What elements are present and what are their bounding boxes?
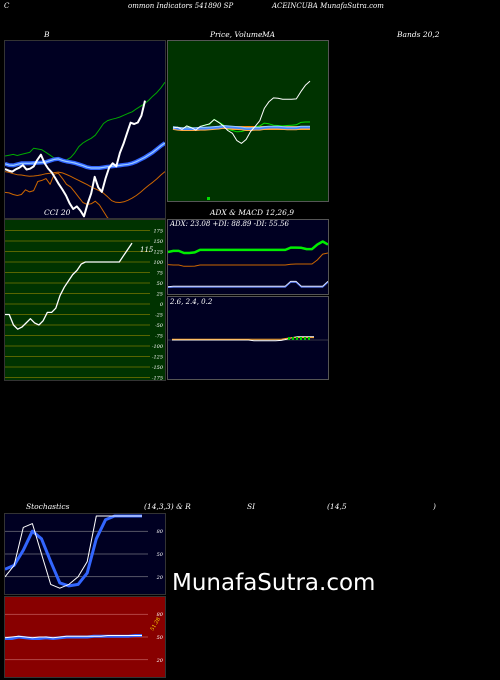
price-title: Price, Volume (210, 30, 263, 39)
lower-band-tail (5, 172, 109, 218)
cci-tick-label: 75 (157, 271, 163, 277)
rsi-line-blue (5, 634, 142, 640)
rsi-tick-label: 50 (157, 635, 164, 641)
rsi-line (5, 635, 142, 639)
cci-tick-label: -150 (152, 365, 164, 371)
rsi-value-label: 51.28 (150, 617, 162, 632)
stoch-tick-label: 50 (157, 552, 164, 558)
ma-line-blue (172, 125, 310, 131)
cci-tick-label: 150 (153, 239, 163, 245)
plus-di-line (168, 240, 328, 255)
header-title: ommon Indicators 541890 SP (128, 2, 234, 10)
cci-title: CCI 20 (44, 208, 71, 217)
cci-tick-label: -100 (152, 344, 164, 350)
cci-value-label: 115 (140, 246, 154, 254)
macd-histogram-bar (304, 337, 306, 340)
stoch-k-line (5, 515, 142, 589)
stoch-tick-label: 80 (157, 529, 164, 535)
cci-tick-label: -75 (155, 334, 163, 340)
volume-bar (207, 197, 210, 200)
watermark: MunafaSutra.com (172, 570, 376, 596)
rsi-close: ) (433, 502, 436, 511)
ma-line-lightblue (172, 125, 310, 129)
adx-readout: ADX: 23.08 +DI: 88.89 -DI: 55.56 (170, 220, 289, 228)
stoch-panel: 80 50 20 (4, 513, 166, 595)
rsi-tick-label: 20 (156, 658, 164, 664)
price-line (5, 100, 146, 218)
stoch-tick-label: 20 (156, 575, 164, 581)
lower-band-line (5, 171, 165, 203)
rsi-tick-label: 80 (157, 612, 164, 618)
macd-histogram-bar (308, 337, 310, 340)
cci-tick-label: -175 (152, 376, 163, 381)
header-site: ACEINCUBA MunafaSutra.com (272, 2, 384, 10)
minus-di-line (168, 252, 328, 267)
adx-panel (167, 219, 329, 295)
stoch-title: Stochastics (26, 502, 70, 511)
bands-title: Bands 20,2 (397, 30, 440, 39)
cci-tick-label: 175 (153, 229, 163, 235)
macd-panel (167, 296, 329, 380)
price-line (172, 80, 311, 144)
rsi-title: SI (247, 502, 256, 511)
upper-band-line (5, 81, 165, 162)
adx-line (168, 280, 328, 288)
cci-tick-label: 50 (157, 281, 164, 287)
macd-histogram-bar (300, 337, 302, 340)
middle-band-line (5, 141, 165, 170)
macd-histogram-bar (292, 337, 294, 340)
macd-histogram-bar (296, 337, 298, 340)
cci-tick-label: 25 (156, 292, 163, 298)
header-left: C (4, 2, 10, 10)
bb-title: B (44, 30, 50, 39)
cci-panel: 175 150 125 100 75 50 25 0 -25 -50 -75 -100 -125 -150… (4, 219, 166, 381)
cci-tick-label: -25 (155, 313, 163, 319)
adx-line-blue (168, 281, 328, 288)
signal-line (172, 337, 314, 340)
macd-readout: 2.6, 2.4, 0.2 (170, 298, 213, 306)
cci-tick-label: 0 (160, 302, 164, 308)
cci-tick-label: -125 (152, 355, 163, 361)
price-panel (167, 40, 329, 202)
stoch-params: (14,3,3) & R (144, 502, 191, 511)
cci-tick-label: -50 (155, 323, 164, 329)
middle-band-highlight (5, 142, 165, 169)
adx-title: ADX & MACD 12,26,9 (210, 208, 295, 217)
cci-tick-label: 125 (153, 250, 163, 256)
bollinger-panel (4, 40, 166, 219)
macd-histogram-bar (288, 337, 290, 340)
ma-title: MA (262, 30, 276, 39)
rsi-params: (14,5 (327, 502, 347, 511)
rsi-panel: 80 50 20 51.28 (4, 596, 166, 678)
cci-line (5, 242, 133, 330)
cci-tick-label: 100 (153, 260, 163, 266)
